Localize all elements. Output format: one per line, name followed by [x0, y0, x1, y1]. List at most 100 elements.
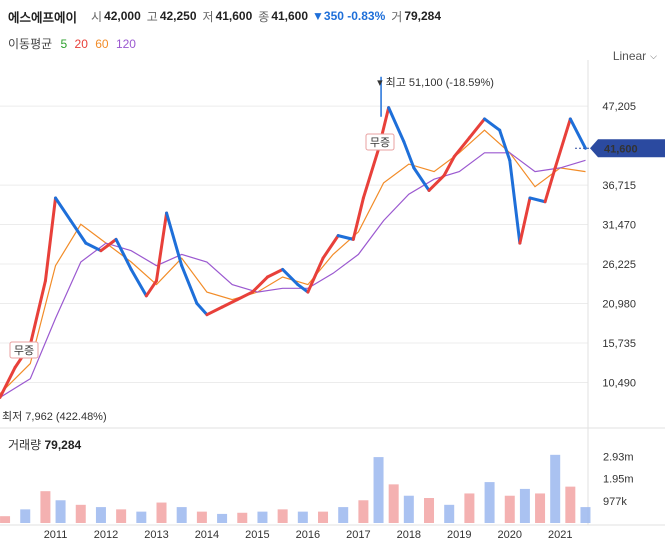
price-tick-label: 15,735 [602, 338, 636, 350]
event-badge-box [9, 341, 39, 359]
high-value: 42,250 [159, 9, 197, 23]
ma-5-label[interactable]: 5 [60, 37, 68, 51]
current-price-label: 41,600 [604, 143, 638, 155]
ma-20-label[interactable]: 20 [74, 37, 88, 51]
ma-120-label[interactable]: 120 [115, 37, 136, 51]
price-segment [412, 166, 431, 192]
volume-bar [156, 502, 167, 523]
ma-60-label[interactable]: 60 [95, 37, 109, 51]
volume-bar [40, 491, 51, 523]
price-segment [54, 196, 73, 223]
volume-bar [176, 507, 187, 523]
price-segment [69, 219, 88, 245]
volume-bar [358, 500, 369, 523]
volume-bar [424, 498, 435, 523]
volume-bar [116, 509, 127, 523]
time-tick-label: 2014 [195, 529, 219, 541]
price-segment [99, 237, 118, 253]
time-tick-label: 2017 [346, 529, 370, 541]
volume-current: 79,284 [44, 438, 82, 452]
volume-bar [217, 513, 228, 523]
price-segment [442, 155, 456, 177]
price-segment [387, 106, 406, 144]
volume-title-label: 거래량 [8, 438, 42, 452]
volume-bar [550, 454, 561, 523]
volume-bar [504, 495, 515, 523]
close-value: 41,600 [271, 9, 309, 23]
scale-mode-label: Linear [612, 49, 647, 63]
price-segment [114, 237, 133, 271]
time-tick-label: 2019 [447, 529, 471, 541]
volume-bar [297, 511, 308, 523]
time-tick-label: 2015 [245, 529, 269, 541]
price-tick-label: 36,715 [602, 180, 636, 192]
stock-header: 에스에프에이 시 42,000 고 42,250 저 41,600 종 41,6… [8, 6, 441, 26]
volume-title: 거래량 79,284 [8, 436, 81, 453]
scale-mode-selector[interactable]: Linear ⌵ [613, 49, 657, 63]
event-badge-label: 무증 [14, 345, 34, 357]
price-segment [568, 117, 587, 150]
volume-label: 거 [391, 9, 403, 24]
chevron-down-icon: ⌵ [650, 50, 657, 61]
price-segment [483, 117, 502, 132]
volume-bar [237, 512, 248, 523]
ma120-line [0, 152, 586, 399]
price-segment [427, 173, 446, 192]
price-segment [154, 211, 169, 283]
price-segment [281, 267, 300, 287]
volume-bar [444, 504, 455, 523]
price-change: ▼350 -0.83% [312, 9, 386, 23]
time-tick-label: 2011 [44, 529, 68, 541]
price-high-annotation: ▾ 최고 51,100 (-18.59%) [377, 76, 494, 89]
ma-legend-title: 이동평균 [8, 37, 53, 51]
price-segment [452, 136, 471, 159]
volume-tick-label: 977k [603, 496, 627, 508]
open-value: 42,000 [104, 9, 141, 23]
price-segment [336, 234, 355, 241]
price-segment [165, 211, 184, 268]
volume-bar [136, 511, 147, 523]
price-segment [296, 283, 310, 294]
volume-bar [277, 509, 288, 523]
price-segment [498, 128, 512, 162]
price-segment [235, 290, 254, 302]
open-label: 시 [91, 9, 103, 24]
volume-tick-label: 2.93m [603, 451, 634, 463]
price-segment [180, 264, 199, 305]
volume-bar [484, 482, 495, 523]
volume-bar [75, 504, 86, 523]
price-segment [84, 241, 103, 253]
time-tick-label: 2016 [296, 529, 320, 541]
price-low-annotation: 최저 7,962 (422.48%) [2, 410, 107, 423]
price-segment [205, 305, 224, 317]
price-segment [321, 234, 340, 260]
price-segment [351, 196, 365, 241]
price-tick-label: 31,470 [602, 220, 636, 232]
high-label: 고 [146, 9, 158, 24]
price-segment [467, 117, 487, 140]
price-segment [266, 267, 285, 279]
price-tick-label: 47,205 [602, 101, 636, 113]
low-label: 저 [202, 9, 214, 24]
price-segment [518, 196, 532, 245]
price-segment [195, 301, 209, 317]
volume-bar [0, 516, 11, 523]
price-segment [306, 256, 325, 294]
volume-bar [318, 511, 329, 523]
price-segment [28, 279, 47, 347]
volume-bar [338, 507, 349, 523]
time-tick-label: 2018 [397, 529, 421, 541]
price-segment [220, 298, 239, 309]
ma60-line [0, 129, 586, 395]
time-tick-label: 2013 [144, 529, 168, 541]
price-tick-label: 10,490 [602, 377, 636, 389]
volume-bar [373, 457, 384, 523]
volume-bar [196, 511, 207, 523]
volume-bar [388, 484, 399, 523]
price-tick-label: 20,980 [602, 299, 636, 311]
close-label: 종 [258, 9, 270, 24]
price-tick-label: 26,225 [602, 259, 636, 271]
volume-bar [519, 488, 530, 523]
price-segment [528, 196, 547, 204]
